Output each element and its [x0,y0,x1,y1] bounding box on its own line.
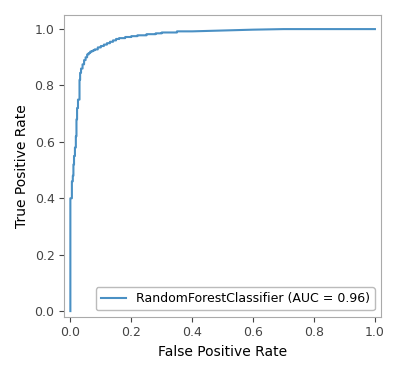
Legend: RandomForestClassifier (AUC = 0.96): RandomForestClassifier (AUC = 0.96) [96,288,375,310]
RandomForestClassifier (AUC = 0.96) [76,106,80,110]
RandomForestClassifier (AUC = 0.96) [372,27,377,31]
RandomForestClassifier (AUC = 0.96) [78,78,82,82]
X-axis label: False Positive Rate: False Positive Rate [158,345,287,359]
RandomForestClassifier (AUC = 0.96) [135,34,140,39]
RandomForestClassifier (AUC = 0.96) [129,35,134,39]
RandomForestClassifier (AUC = 0.96) [88,49,92,54]
RandomForestClassifier (AUC = 0.96) [281,27,286,31]
Y-axis label: True Positive Rate: True Positive Rate [15,104,29,228]
RandomForestClassifier (AUC = 0.96) [77,78,82,82]
Line: RandomForestClassifier (AUC = 0.96): RandomForestClassifier (AUC = 0.96) [70,29,375,311]
RandomForestClassifier (AUC = 0.96) [68,309,73,313]
